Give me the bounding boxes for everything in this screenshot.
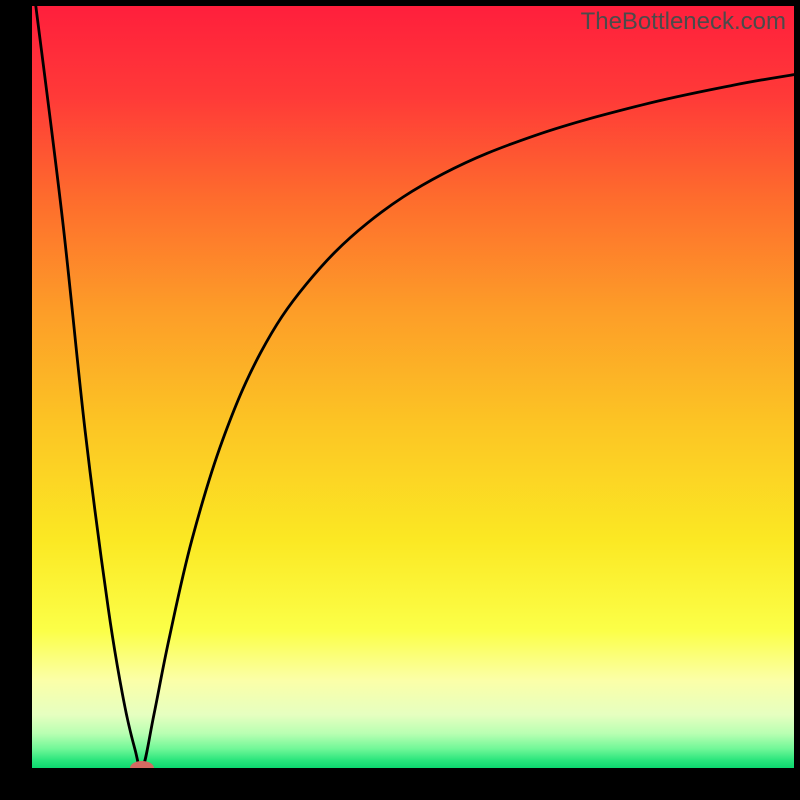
plot-area: TheBottleneck.com [32, 6, 794, 768]
chart-curve [32, 6, 794, 768]
watermark-text: TheBottleneck.com [581, 8, 786, 36]
chart-frame: TheBottleneck.com [0, 0, 800, 800]
